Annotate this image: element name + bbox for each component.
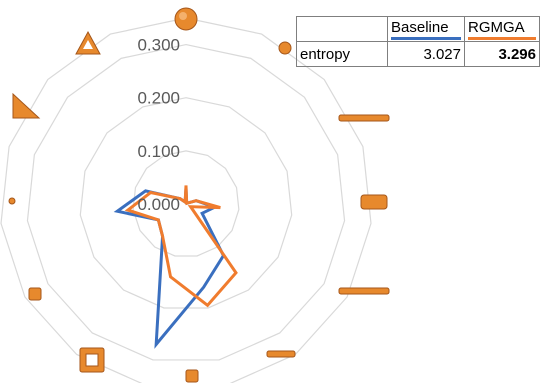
tick-label: 0.100 (137, 142, 180, 161)
flat-bar-icon (338, 114, 390, 122)
grid-ring (132, 150, 240, 257)
legend-label-baseline: Baseline (391, 18, 449, 36)
tick-label: 0.300 (137, 36, 180, 55)
triangle-icon (12, 92, 41, 119)
legend-line-rgmga (468, 36, 536, 40)
legend-label-rgmga: RGMGA (468, 18, 525, 36)
baseline-entropy-value: 3.027 (387, 41, 465, 67)
series-rgmga (124, 185, 238, 308)
table-header-rgmga: RGMGA (464, 16, 540, 42)
grid-ring (26, 43, 346, 361)
rounded-box-icon (360, 194, 388, 210)
table-header-baseline: Baseline (387, 16, 465, 42)
long-flat-bar-icon (266, 350, 296, 358)
rgmga-entropy-value: 3.296 (464, 41, 540, 67)
small-box-icon (28, 287, 42, 301)
row-label-entropy: entropy (296, 41, 388, 67)
table-row: entropy 3.027 3.296 (296, 41, 540, 67)
legend-line-baseline (391, 36, 461, 40)
radial-tick-labels: 0.000 0.100 0.200 0.300 (137, 36, 180, 214)
table-header-row: Baseline RGMGA (296, 16, 540, 42)
small-box-icon (185, 369, 199, 383)
hollow-triangle-icon (75, 30, 101, 55)
tick-label: 0.000 (137, 195, 180, 214)
entropy-table: Baseline RGMGA entropy 3.027 3.296 (296, 16, 540, 67)
sphere-icon (174, 7, 198, 31)
hollow-square-icon (79, 347, 105, 373)
category-icons (8, 7, 390, 383)
radar-series (113, 185, 238, 349)
small-sphere-icon (278, 41, 292, 55)
tiny-dot-icon (8, 197, 16, 205)
tick-label: 0.200 (137, 89, 180, 108)
flat-bar-icon (338, 287, 390, 295)
table-corner-cell (296, 16, 388, 42)
